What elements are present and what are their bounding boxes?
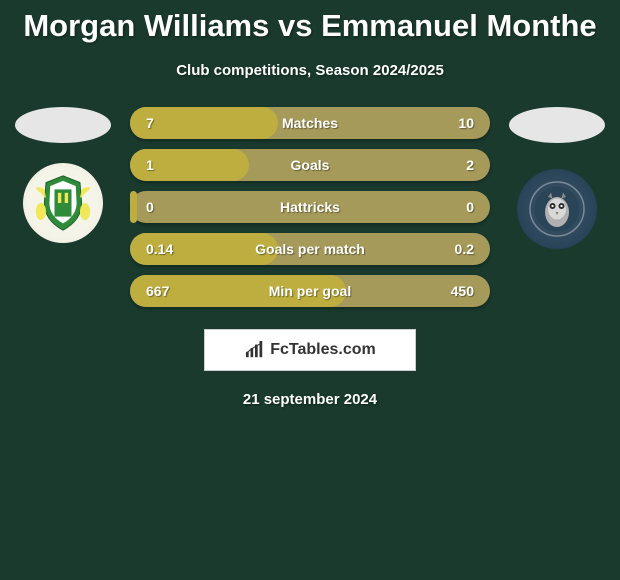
yeovil-crest-icon	[29, 169, 97, 237]
brand-box[interactable]: FcTables.com	[204, 329, 416, 371]
stat-label: Min per goal	[130, 283, 490, 299]
stats-column: 7Matches10 1Goals2 0Hattricks0 0.14Goals pe…	[130, 107, 490, 307]
subtitle: Club competitions, Season 2024/2025	[0, 62, 620, 79]
stat-label: Goals per match	[130, 241, 490, 257]
date-label: 21 september 2024	[0, 391, 620, 408]
player-right-avatar	[509, 107, 605, 143]
stat-row: 0Hattricks0	[130, 191, 490, 223]
page-title: Morgan Williams vs Emmanuel Monthe	[0, 0, 620, 44]
stat-label: Hattricks	[130, 199, 490, 215]
bar-chart-icon	[244, 341, 266, 359]
brand-label: FcTables.com	[270, 341, 376, 359]
player-left-column	[8, 107, 118, 243]
stat-label: Goals	[130, 157, 490, 173]
stat-row: 7Matches10	[130, 107, 490, 139]
stat-right-value: 2	[466, 157, 474, 173]
stat-right-value: 0	[466, 199, 474, 215]
player-right-column	[502, 107, 612, 249]
player-left-avatar	[15, 107, 111, 143]
stat-row: 0.14Goals per match0.2	[130, 233, 490, 265]
club-logo-left	[23, 163, 103, 243]
comparison-area: 7Matches10 1Goals2 0Hattricks0 0.14Goals pe…	[0, 107, 620, 307]
stat-row: 1Goals2	[130, 149, 490, 181]
stat-right-value: 0.2	[455, 241, 474, 257]
stat-right-value: 10	[458, 115, 474, 131]
club-logo-right	[517, 169, 597, 249]
stat-row: 667Min per goal450	[130, 275, 490, 307]
oldham-crest-icon	[527, 179, 587, 239]
stat-right-value: 450	[451, 283, 474, 299]
stat-label: Matches	[130, 115, 490, 131]
